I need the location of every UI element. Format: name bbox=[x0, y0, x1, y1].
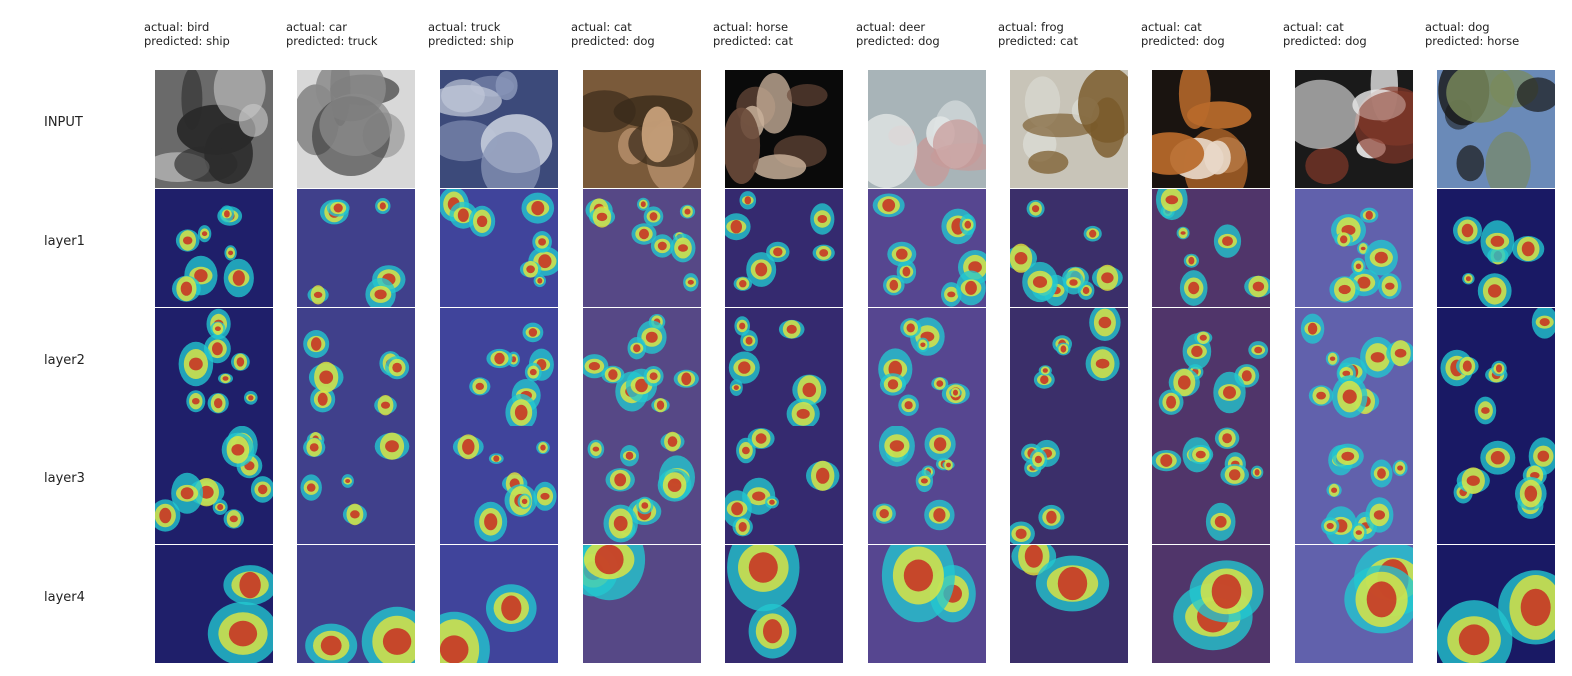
row-label: INPUT bbox=[44, 115, 83, 130]
heatmap-image bbox=[440, 308, 558, 426]
heatmap-image bbox=[1010, 545, 1128, 663]
heatmap-image bbox=[1152, 308, 1270, 426]
column-header: actual: frog predicted: cat bbox=[998, 20, 1078, 48]
heatmap-image bbox=[1437, 545, 1555, 663]
input-image bbox=[1152, 70, 1270, 188]
actual-label: actual: frog bbox=[998, 20, 1064, 34]
heatmap-image bbox=[583, 308, 701, 426]
heatmap-image bbox=[725, 426, 843, 544]
column-header: actual: dog predicted: horse bbox=[1425, 20, 1519, 48]
heatmap-image bbox=[868, 189, 986, 307]
row-label: layer1 bbox=[44, 234, 85, 249]
heatmap-image bbox=[297, 189, 415, 307]
heatmap-image bbox=[868, 308, 986, 426]
heatmap-image bbox=[1437, 426, 1555, 544]
predicted-label: predicted: ship bbox=[144, 34, 230, 48]
heatmap-image bbox=[1295, 426, 1413, 544]
actual-label: actual: truck bbox=[428, 20, 501, 34]
heatmap-image bbox=[1152, 426, 1270, 544]
heatmap-image bbox=[297, 545, 415, 663]
heatmap-image bbox=[155, 545, 273, 663]
heatmap-image bbox=[155, 308, 273, 426]
predicted-label: predicted: horse bbox=[1425, 34, 1520, 48]
input-image bbox=[297, 70, 415, 188]
row-label: layer4 bbox=[44, 590, 85, 605]
heatmap-image bbox=[1010, 189, 1128, 307]
column-header: actual: cat predicted: dog bbox=[1283, 20, 1367, 48]
predicted-label: predicted: dog bbox=[1283, 34, 1367, 48]
heatmap-image bbox=[583, 545, 701, 663]
input-image bbox=[583, 70, 701, 188]
actual-label: actual: horse bbox=[713, 20, 789, 34]
actual-label: actual: dog bbox=[1425, 20, 1490, 34]
actual-label: actual: cat bbox=[571, 20, 632, 34]
heatmap-image bbox=[440, 545, 558, 663]
predicted-label: predicted: truck bbox=[286, 34, 378, 48]
actual-label: actual: bird bbox=[144, 20, 210, 34]
input-image bbox=[1295, 70, 1413, 188]
input-image bbox=[1010, 70, 1128, 188]
predicted-label: predicted: dog bbox=[571, 34, 655, 48]
heatmap-image bbox=[440, 426, 558, 544]
heatmap-image bbox=[583, 189, 701, 307]
heatmap-image bbox=[725, 308, 843, 426]
heatmap-image bbox=[1010, 308, 1128, 426]
predicted-label: predicted: dog bbox=[856, 34, 940, 48]
column-header: actual: truck predicted: ship bbox=[428, 20, 514, 48]
column-header: actual: bird predicted: ship bbox=[144, 20, 230, 48]
heatmap-image bbox=[1010, 426, 1128, 544]
heatmap-image bbox=[155, 426, 273, 544]
column-header: actual: car predicted: truck bbox=[286, 20, 378, 48]
column-header: actual: deer predicted: dog bbox=[856, 20, 940, 48]
actual-label: actual: cat bbox=[1283, 20, 1344, 34]
row-label: layer2 bbox=[44, 353, 85, 368]
input-image bbox=[440, 70, 558, 188]
actual-label: actual: car bbox=[286, 20, 348, 34]
heatmap-image bbox=[1152, 545, 1270, 663]
heatmap-image bbox=[1295, 189, 1413, 307]
heatmap-image bbox=[1295, 545, 1413, 663]
heatmap-image bbox=[725, 545, 843, 663]
heatmap-image bbox=[868, 426, 986, 544]
heatmap-image bbox=[1152, 189, 1270, 307]
predicted-label: predicted: cat bbox=[998, 34, 1078, 48]
heatmap-image bbox=[1437, 189, 1555, 307]
heatmap-image bbox=[297, 308, 415, 426]
predicted-label: predicted: dog bbox=[1141, 34, 1225, 48]
heatmap-image bbox=[868, 545, 986, 663]
heatmap-image bbox=[725, 189, 843, 307]
column-header: actual: horse predicted: cat bbox=[713, 20, 793, 48]
heatmap-image bbox=[297, 426, 415, 544]
heatmap-image bbox=[440, 189, 558, 307]
input-image bbox=[725, 70, 843, 188]
actual-label: actual: deer bbox=[856, 20, 926, 34]
heatmap-image bbox=[1295, 308, 1413, 426]
heatmap-image bbox=[155, 189, 273, 307]
predicted-label: predicted: cat bbox=[713, 34, 793, 48]
actual-label: actual: cat bbox=[1141, 20, 1202, 34]
heatmap-image bbox=[1437, 308, 1555, 426]
column-header: actual: cat predicted: dog bbox=[1141, 20, 1225, 48]
input-image bbox=[868, 70, 986, 188]
column-header: actual: cat predicted: dog bbox=[571, 20, 655, 48]
heatmap-image bbox=[583, 426, 701, 544]
input-image bbox=[1437, 70, 1555, 188]
predicted-label: predicted: ship bbox=[428, 34, 514, 48]
input-image bbox=[155, 70, 273, 188]
row-label: layer3 bbox=[44, 471, 85, 486]
